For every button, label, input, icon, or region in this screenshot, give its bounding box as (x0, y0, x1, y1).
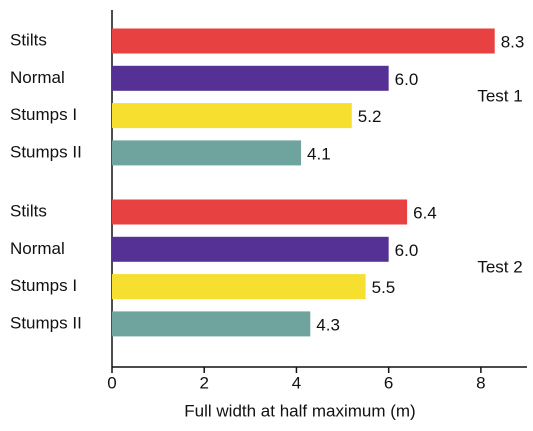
category-label: Stilts (10, 201, 47, 220)
value-label: 4.1 (307, 144, 331, 163)
category-label: Normal (10, 68, 65, 87)
value-label: 5.2 (358, 107, 382, 126)
value-label: 6.0 (395, 241, 419, 260)
x-tick-label: 6 (384, 373, 393, 392)
bar (112, 311, 311, 337)
x-tick-label: 0 (107, 373, 116, 392)
category-label: Stumps II (10, 313, 82, 332)
bar (112, 236, 389, 262)
value-label: 8.3 (501, 32, 525, 51)
category-label: Stumps II (10, 142, 82, 161)
value-label: 5.5 (372, 278, 396, 297)
value-label: 6.0 (395, 70, 419, 89)
x-tick-label: 8 (476, 373, 485, 392)
bar (112, 65, 389, 91)
category-label: Stumps I (10, 105, 77, 124)
category-label: Normal (10, 239, 65, 258)
group-label: Test 2 (477, 257, 522, 276)
x-tick-label: 4 (292, 373, 301, 392)
bar (112, 28, 495, 54)
bar (112, 140, 302, 166)
bar (112, 199, 408, 225)
value-label: 4.3 (316, 315, 340, 334)
bar (112, 274, 366, 300)
category-label: Stumps I (10, 276, 77, 295)
x-axis-label: Full width at half maximum (m) (184, 401, 415, 420)
value-label: 6.4 (413, 203, 437, 222)
x-tick-label: 2 (199, 373, 208, 392)
bar (112, 103, 352, 129)
group-label: Test 1 (477, 86, 522, 105)
category-label: Stilts (10, 30, 47, 49)
